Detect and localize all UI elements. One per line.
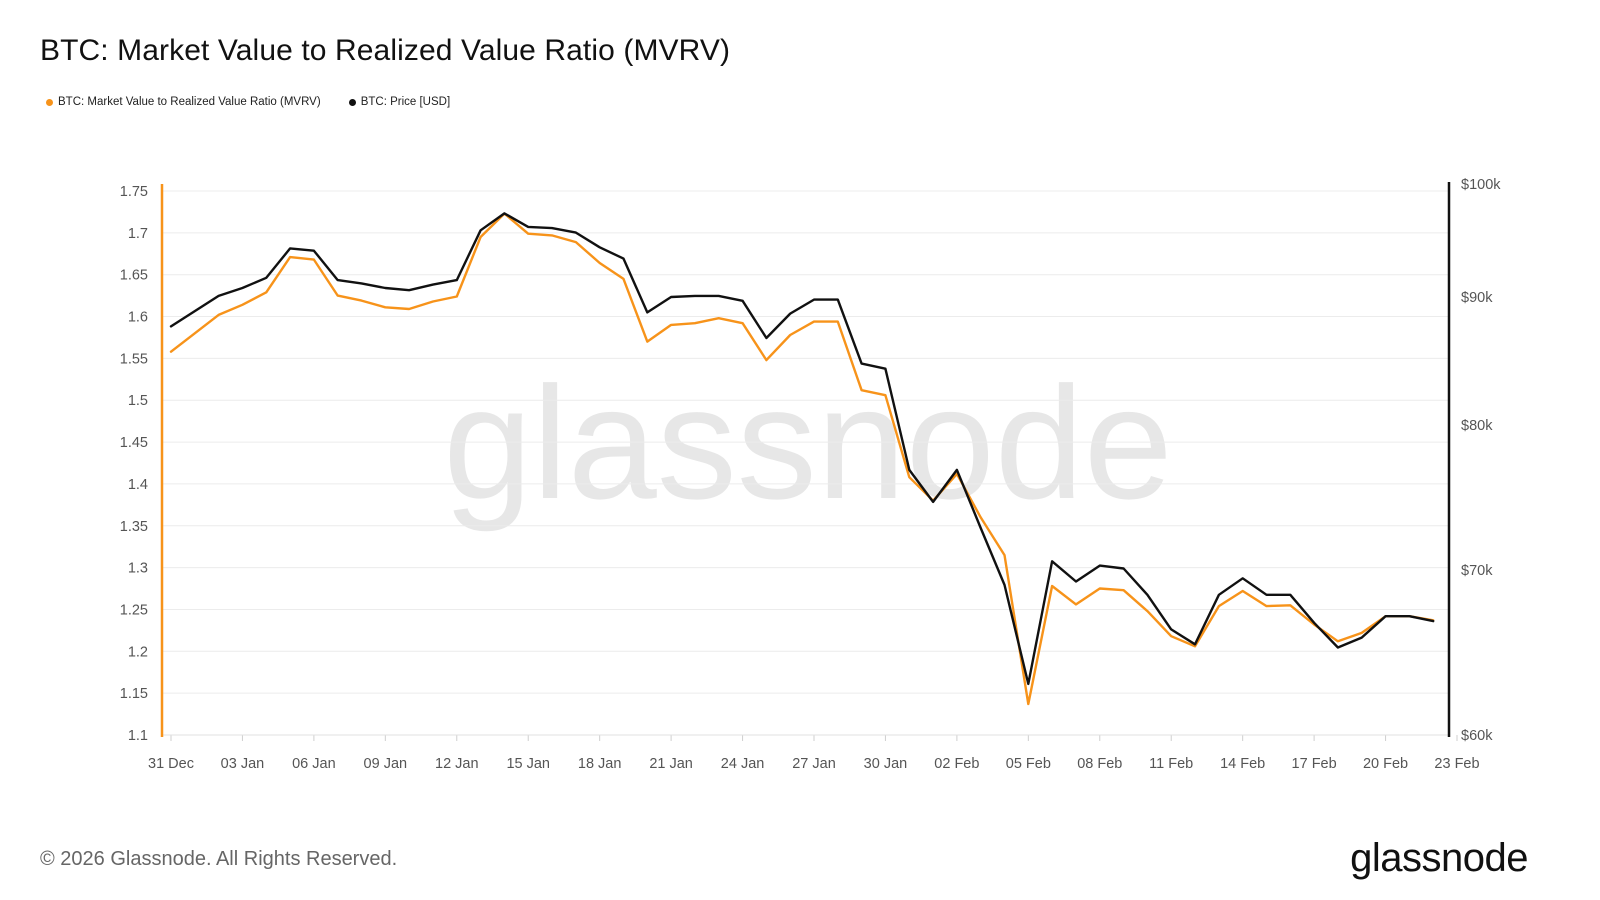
legend-dot-price xyxy=(348,98,356,106)
y-right-tick-0: $60k xyxy=(1461,728,1493,744)
glassnode-logo[interactable]: glassnode xyxy=(1350,836,1528,880)
x-tick-15: 14 Feb xyxy=(1220,756,1265,772)
x-tick-7: 21 Jan xyxy=(649,756,693,772)
y-left-tick-7: 1.45 xyxy=(120,435,148,451)
x-tick-6: 18 Jan xyxy=(578,756,622,772)
y-right-tick-3: $90k xyxy=(1461,290,1493,306)
y-left-tick-11: 1.65 xyxy=(120,268,148,284)
legend-label-mvrv: BTC: Market Value to Realized Value Rati… xyxy=(58,96,321,108)
x-tick-8: 24 Jan xyxy=(721,756,765,772)
x-tick-0: 31 Dec xyxy=(148,756,194,772)
x-tick-2: 06 Jan xyxy=(292,756,336,772)
legend-dot-mvrv xyxy=(46,98,53,106)
x-tick-1: 03 Jan xyxy=(221,756,265,772)
y-left-tick-0: 1.1 xyxy=(128,728,148,744)
legend: BTC: Market Value to Realized Value Rati… xyxy=(46,96,450,108)
legend-item-price[interactable]: BTC: Price [USD] xyxy=(348,96,451,108)
series-line-mvrv[interactable] xyxy=(169,212,1435,706)
y-left-tick-12: 1.7 xyxy=(128,226,148,242)
chart-title: BTC: Market Value to Realized Value Rati… xyxy=(40,34,731,67)
x-tick-10: 30 Jan xyxy=(864,756,908,772)
y-left-tick-10: 1.6 xyxy=(128,310,148,326)
x-tick-5: 15 Jan xyxy=(506,756,550,772)
x-tick-4: 12 Jan xyxy=(435,756,479,772)
legend-item-mvrv[interactable]: BTC: Market Value to Realized Value Rati… xyxy=(46,96,321,108)
x-tick-16: 17 Feb xyxy=(1292,756,1337,772)
y-left-tick-8: 1.5 xyxy=(128,393,148,409)
x-tick-17: 20 Feb xyxy=(1363,756,1408,772)
copyright-text: © 2026 Glassnode. All Rights Reserved. xyxy=(40,848,398,870)
y-right-tick-1: $70k xyxy=(1461,563,1493,579)
y-right-tick-4: $100k xyxy=(1461,177,1501,193)
x-tick-3: 09 Jan xyxy=(364,756,408,772)
x-tick-14: 11 Feb xyxy=(1149,756,1193,772)
series-line-price[interactable] xyxy=(169,212,1435,686)
y-right-tick-2: $80k xyxy=(1461,418,1493,434)
x-tick-18: 23 Feb xyxy=(1434,756,1479,772)
y-left-tick-13: 1.75 xyxy=(120,184,148,200)
y-left-tick-2: 1.2 xyxy=(128,644,148,660)
y-left-tick-3: 1.25 xyxy=(120,602,148,618)
x-tick-13: 08 Feb xyxy=(1077,756,1122,772)
y-left-tick-5: 1.35 xyxy=(120,519,148,535)
y-left-tick-9: 1.55 xyxy=(120,351,148,367)
y-left-tick-1: 1.15 xyxy=(120,686,148,702)
x-tick-9: 27 Jan xyxy=(792,756,836,772)
x-tick-12: 05 Feb xyxy=(1006,756,1051,772)
x-tick-11: 02 Feb xyxy=(934,756,979,772)
y-left-tick-6: 1.4 xyxy=(128,477,148,493)
y-left-tick-4: 1.3 xyxy=(128,561,148,577)
legend-label-price: BTC: Price [USD] xyxy=(360,96,451,108)
